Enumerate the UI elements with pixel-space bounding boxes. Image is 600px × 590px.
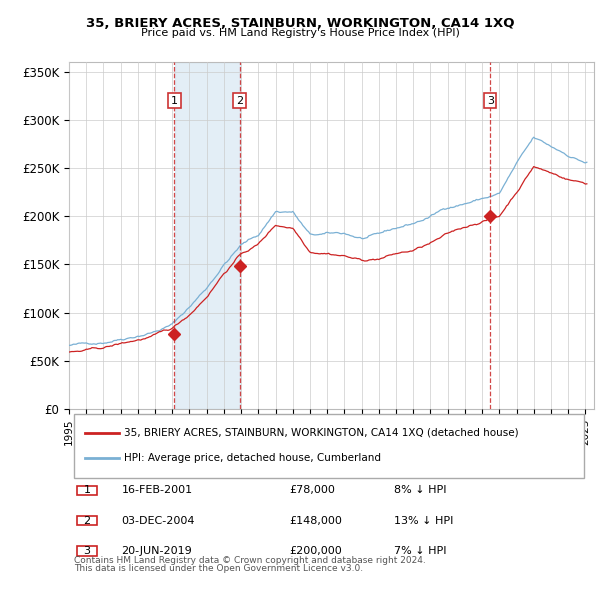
- Text: This data is licensed under the Open Government Licence v3.0.: This data is licensed under the Open Gov…: [74, 564, 364, 573]
- Text: HPI: Average price, detached house, Cumberland: HPI: Average price, detached house, Cumb…: [124, 453, 381, 463]
- Text: 35, BRIERY ACRES, STAINBURN, WORKINGTON, CA14 1XQ (detached house): 35, BRIERY ACRES, STAINBURN, WORKINGTON,…: [124, 428, 519, 438]
- Text: 1: 1: [171, 96, 178, 106]
- Text: 20-JUN-2019: 20-JUN-2019: [121, 546, 192, 556]
- Text: £78,000: £78,000: [290, 485, 335, 495]
- FancyBboxPatch shape: [74, 414, 583, 478]
- Text: 3: 3: [487, 96, 494, 106]
- Text: Contains HM Land Registry data © Crown copyright and database right 2024.: Contains HM Land Registry data © Crown c…: [74, 556, 426, 565]
- Text: 2: 2: [83, 516, 91, 526]
- Text: Price paid vs. HM Land Registry's House Price Index (HPI): Price paid vs. HM Land Registry's House …: [140, 28, 460, 38]
- Text: 03-DEC-2004: 03-DEC-2004: [121, 516, 195, 526]
- Text: 16-FEB-2001: 16-FEB-2001: [121, 485, 193, 495]
- Text: 13% ↓ HPI: 13% ↓ HPI: [395, 516, 454, 526]
- Text: 3: 3: [83, 546, 91, 556]
- FancyBboxPatch shape: [77, 486, 97, 495]
- FancyBboxPatch shape: [77, 546, 97, 556]
- Text: 7% ↓ HPI: 7% ↓ HPI: [395, 546, 447, 556]
- Text: 35, BRIERY ACRES, STAINBURN, WORKINGTON, CA14 1XQ: 35, BRIERY ACRES, STAINBURN, WORKINGTON,…: [86, 17, 514, 30]
- Text: 1: 1: [83, 485, 91, 495]
- Text: 2: 2: [236, 96, 244, 106]
- Text: £148,000: £148,000: [290, 516, 343, 526]
- Text: £200,000: £200,000: [290, 546, 342, 556]
- Text: 8% ↓ HPI: 8% ↓ HPI: [395, 485, 447, 495]
- FancyBboxPatch shape: [77, 516, 97, 525]
